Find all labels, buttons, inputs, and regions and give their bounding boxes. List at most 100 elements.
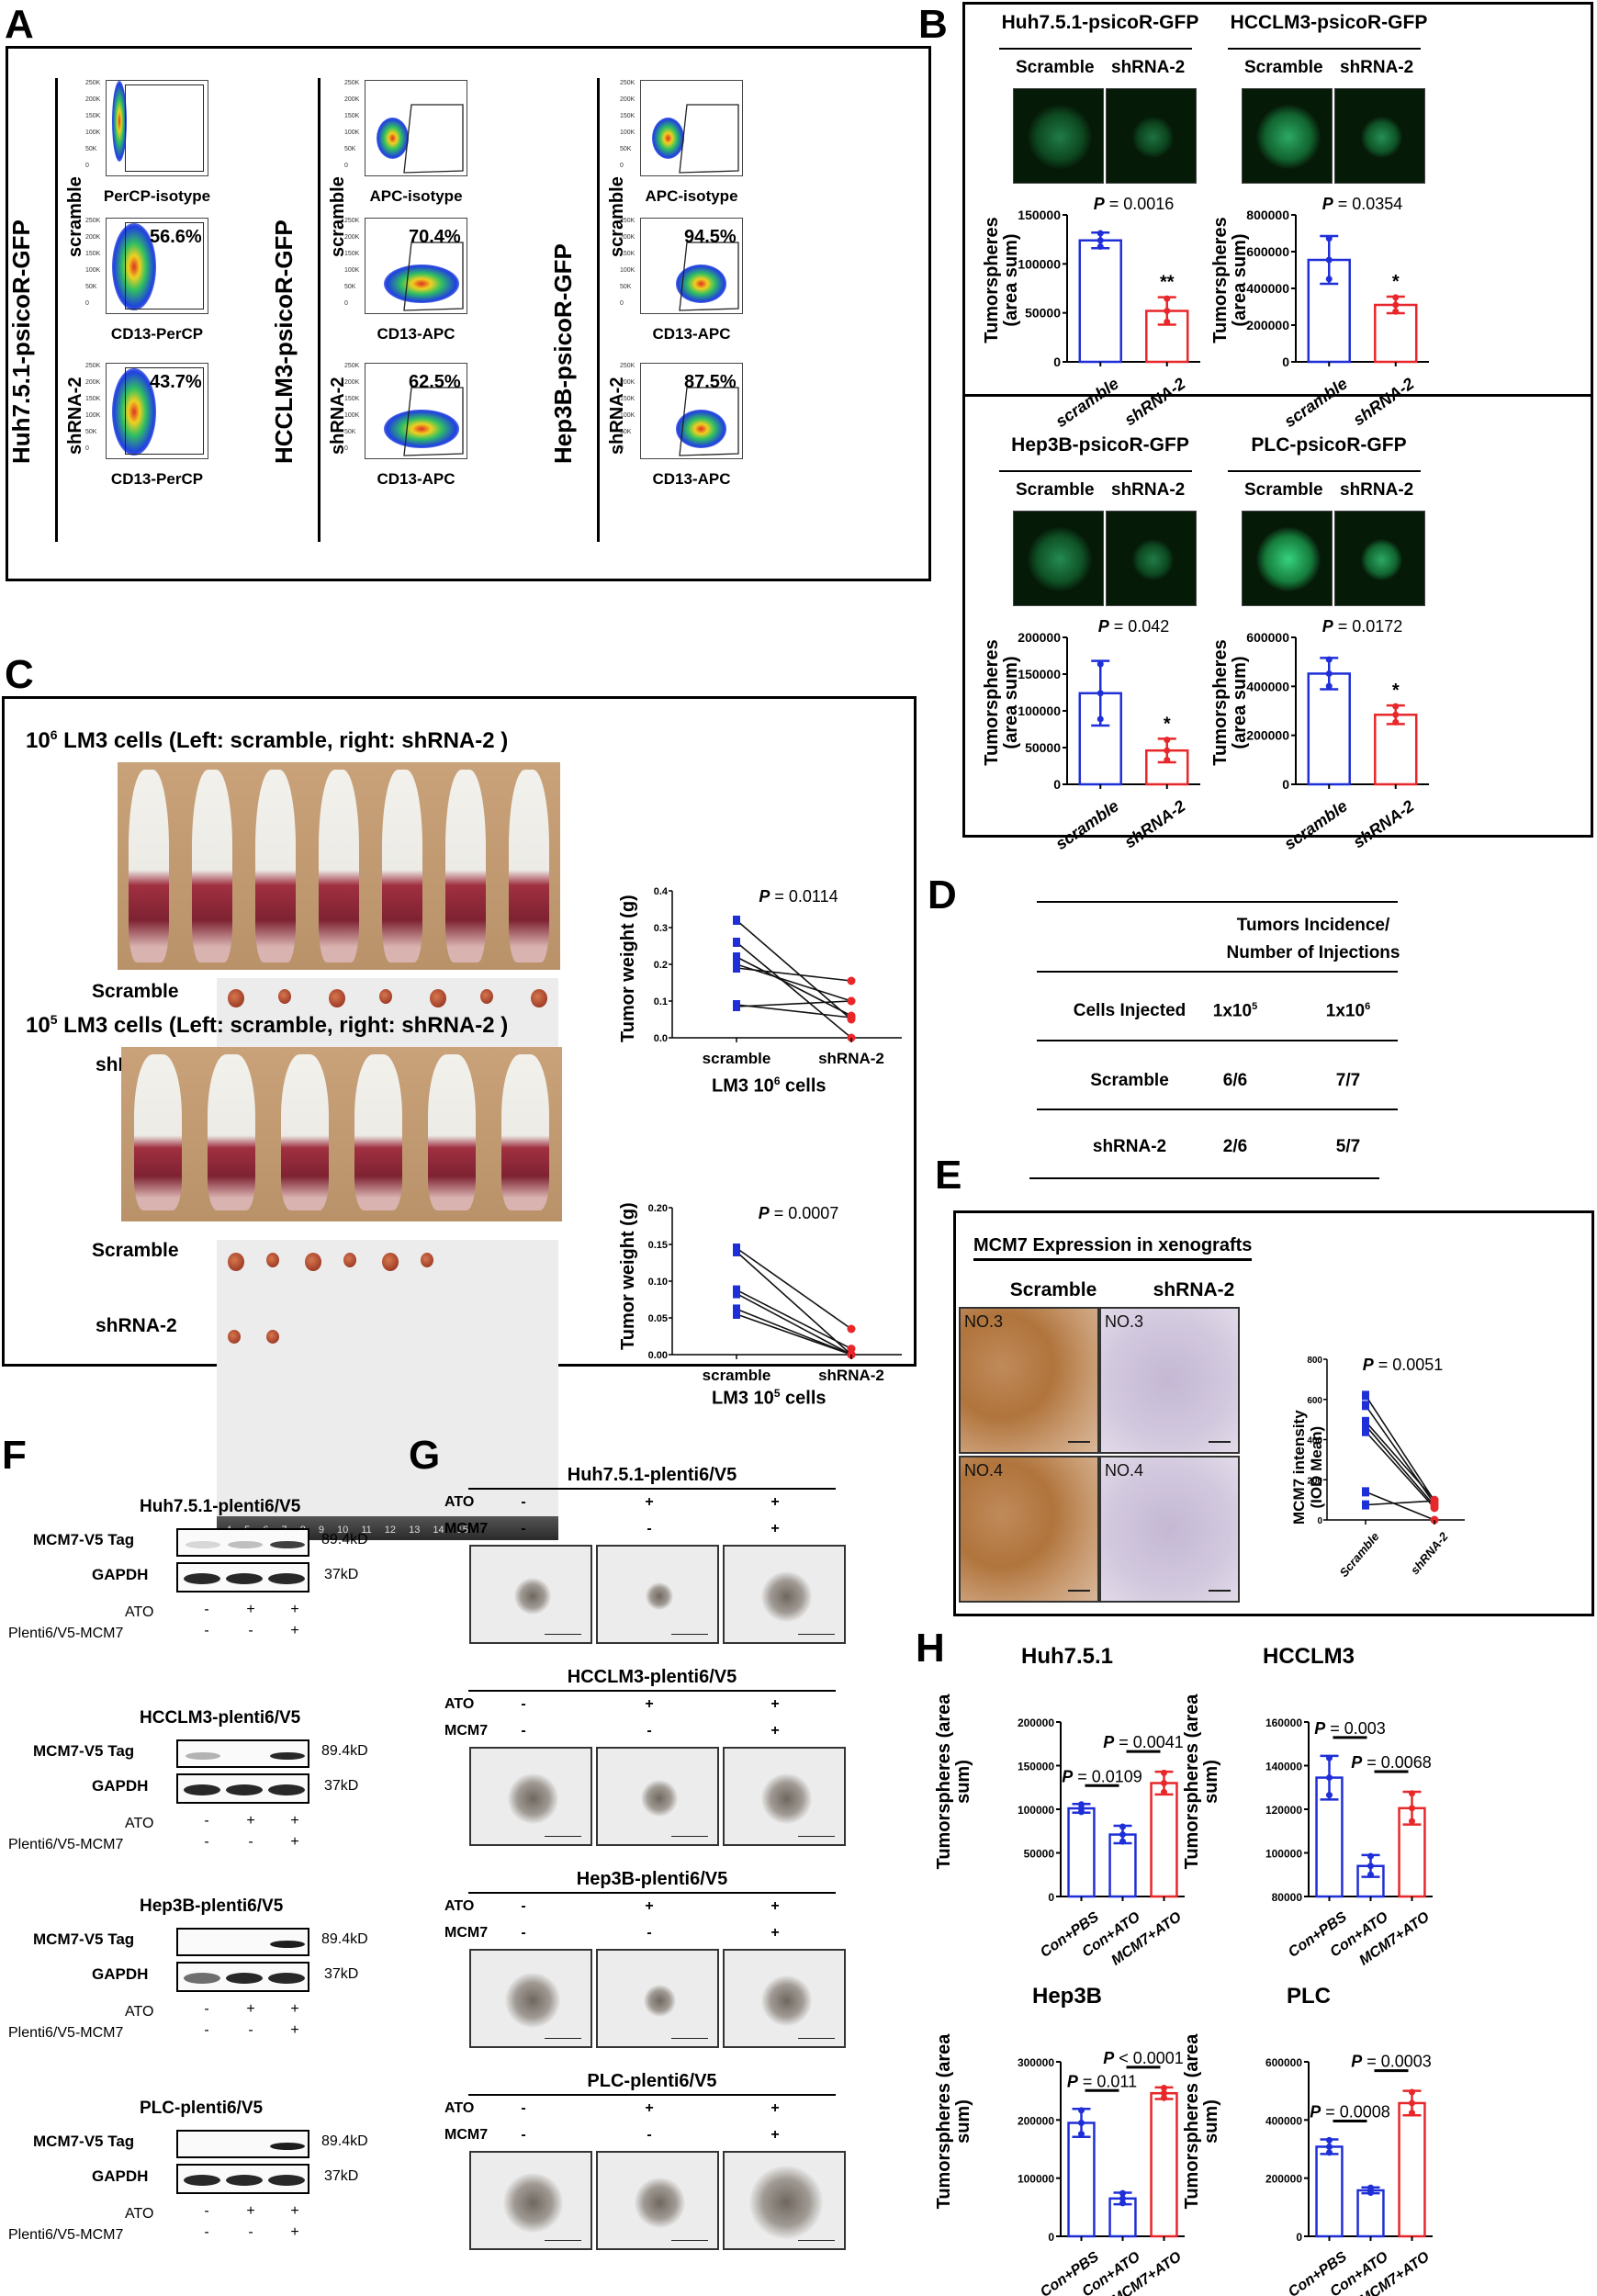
axis-tick: 0 — [620, 163, 624, 169]
axis-tick: 150K — [85, 251, 101, 257]
flow-axis-label: CD13-PerCP — [110, 470, 204, 488]
ihc-title: MCM7 Expression in xenografts — [973, 1235, 1253, 1261]
mouse — [501, 1054, 549, 1210]
brightfield-image — [469, 1545, 592, 1644]
brightfield-image — [596, 2151, 719, 2250]
condition-value: + — [770, 2100, 780, 2116]
y-axis-label: MCM7 intensity (IOD Mean) — [1290, 1410, 1325, 1525]
svg-text:150000: 150000 — [1018, 208, 1061, 222]
condition-label: ATO — [125, 2206, 154, 2222]
tumor-scramble — [430, 989, 446, 1007]
condition-value: - — [204, 1834, 209, 1850]
scale-bar — [671, 2239, 708, 2241]
event-cloud — [112, 223, 156, 310]
gate-percent: 56.6% — [150, 227, 202, 247]
svg-text:0.10: 0.10 — [648, 1277, 668, 1288]
svg-text:0: 0 — [1048, 2231, 1054, 2244]
condition-value: + — [770, 2127, 780, 2143]
table-cell-value: 7/7 — [1335, 1071, 1361, 1090]
band — [184, 1973, 220, 1984]
condition-label: ATO — [444, 2100, 475, 2116]
tumor-scramble — [329, 989, 345, 1007]
svg-text:400: 400 — [1307, 1436, 1322, 1446]
svg-text:140000: 140000 — [1265, 1761, 1302, 1773]
axis-tick: 150K — [620, 396, 635, 402]
gate — [679, 104, 739, 174]
svg-text:800: 800 — [1307, 1356, 1322, 1366]
image-label-scramble: Scramble — [1016, 58, 1095, 77]
scale-bar — [545, 2239, 581, 2241]
sphere-cluster — [646, 1582, 673, 1610]
svg-text:P = 0.0003: P = 0.0003 — [1351, 2053, 1432, 2071]
flow-plot — [640, 218, 743, 314]
table-cell-cells-injected: Cells Injected — [1073, 1001, 1187, 1020]
axis-tick: 250K — [620, 363, 635, 369]
svg-text:0: 0 — [1282, 777, 1289, 792]
chart-title: HCCLM3 — [1263, 1644, 1355, 1669]
svg-text:scramble: scramble — [703, 1050, 771, 1067]
mouse — [508, 770, 549, 962]
kd-label: 89.4kD — [321, 1532, 368, 1548]
axis-tick: 0 — [85, 445, 89, 452]
flow-plot — [106, 363, 208, 459]
svg-text:600: 600 — [1307, 1396, 1322, 1406]
svg-text:**: ** — [1160, 273, 1175, 293]
flow-plot — [365, 218, 467, 314]
sphere-cluster — [1360, 116, 1402, 158]
tumor-scramble — [480, 989, 493, 1004]
kd-label: 37kD — [324, 1966, 359, 1982]
tumor-scramble — [305, 1253, 321, 1271]
svg-text:P = 0.0172: P = 0.0172 — [1322, 617, 1403, 636]
panel-b-frame-lower — [962, 2, 1593, 838]
tumor-scramble — [266, 1253, 279, 1267]
axis-tick: 0 — [620, 300, 624, 307]
event-cloud — [652, 118, 684, 159]
event-cloud — [112, 81, 127, 162]
axis-tick: 150K — [85, 396, 101, 402]
brightfield-image — [723, 1747, 846, 1846]
panel-label-a: A — [5, 2, 34, 47]
condition-value: + — [645, 1494, 654, 1510]
condition-value: - — [204, 2022, 209, 2038]
flow-axis-label: CD13-APC — [377, 325, 455, 343]
gate — [125, 367, 204, 455]
xenograft-row-title: 106 LM3 cells (Left: scramble, right: sh… — [26, 727, 509, 753]
bar-chart-H4: 0200000400000600000Con+PBSCon+ATOMCM7+AT… — [1265, 2053, 1433, 2296]
blot-title: PLC-plenti6/V5 — [140, 2099, 264, 2118]
blot-gapdh — [176, 1962, 309, 1992]
image-label-shrna: shRNA-2 — [1111, 58, 1186, 77]
svg-text:600000: 600000 — [1246, 244, 1289, 259]
y-axis-label: Tumorspheres (area sum) — [934, 1690, 973, 1874]
condition-value: - — [521, 1925, 526, 1941]
svg-text:0: 0 — [1053, 777, 1061, 792]
tumor-scramble — [421, 1253, 433, 1267]
axis-tick: 200K — [344, 96, 360, 103]
table-cell-shrna2: shRNA-2 — [1092, 1137, 1167, 1156]
condition-value: + — [290, 1834, 299, 1850]
band — [228, 1541, 263, 1548]
svg-text:0.20: 0.20 — [648, 1203, 668, 1214]
axis-tick: 100K — [344, 129, 360, 136]
svg-text:200000: 200000 — [1265, 2173, 1302, 2186]
sphere-cluster — [507, 1773, 558, 1824]
brightfield-image — [723, 1545, 846, 1644]
svg-text:300000: 300000 — [1018, 2056, 1054, 2069]
svg-text:50000: 50000 — [1025, 306, 1061, 321]
condition-value: - — [204, 2224, 209, 2240]
svg-text:shRNA-2: shRNA-2 — [818, 1367, 884, 1384]
blot-row-label: MCM7-V5 Tag — [33, 1531, 135, 1548]
gfp-image — [1242, 88, 1333, 184]
condition-label: ATO — [444, 1898, 475, 1914]
paired-plot-C2: 0.00 0.05 0.10 0.15 0.20 P = 0.0007 scramble sh… — [648, 1203, 902, 1384]
flow-axis-label: PerCP-isotype — [103, 187, 211, 205]
sphere-cluster — [1256, 105, 1321, 169]
title-underline — [1228, 48, 1421, 50]
group-title: Hep3B-plenti6/V5 — [468, 1869, 836, 1894]
blot-row-label: GAPDH — [92, 1965, 149, 1983]
table-header-line1: Tumors Incidence/ — [1236, 916, 1390, 935]
svg-text:100000: 100000 — [1018, 1804, 1054, 1817]
mouse — [354, 1054, 402, 1210]
axis-tick: 200K — [85, 234, 101, 241]
gfp-image — [1106, 88, 1197, 184]
panel-a-frame — [6, 46, 931, 581]
